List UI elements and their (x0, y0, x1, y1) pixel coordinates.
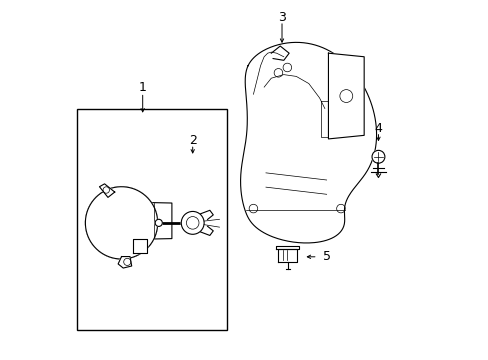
Text: 3: 3 (278, 11, 285, 24)
Text: 5: 5 (323, 250, 330, 263)
Polygon shape (111, 191, 148, 251)
Polygon shape (85, 187, 157, 259)
Polygon shape (240, 42, 376, 243)
Text: 1: 1 (139, 81, 146, 94)
Text: 4: 4 (374, 122, 382, 135)
Polygon shape (145, 202, 172, 239)
Polygon shape (85, 187, 157, 259)
Polygon shape (321, 102, 328, 137)
Polygon shape (276, 246, 299, 249)
Polygon shape (118, 257, 131, 268)
Polygon shape (278, 249, 296, 262)
Circle shape (155, 219, 162, 226)
Polygon shape (271, 46, 288, 60)
Polygon shape (328, 53, 364, 139)
Bar (77, 109, 226, 330)
Text: 2: 2 (188, 134, 196, 147)
Polygon shape (133, 239, 147, 253)
Polygon shape (99, 184, 115, 197)
Circle shape (371, 150, 384, 163)
Circle shape (181, 211, 203, 234)
